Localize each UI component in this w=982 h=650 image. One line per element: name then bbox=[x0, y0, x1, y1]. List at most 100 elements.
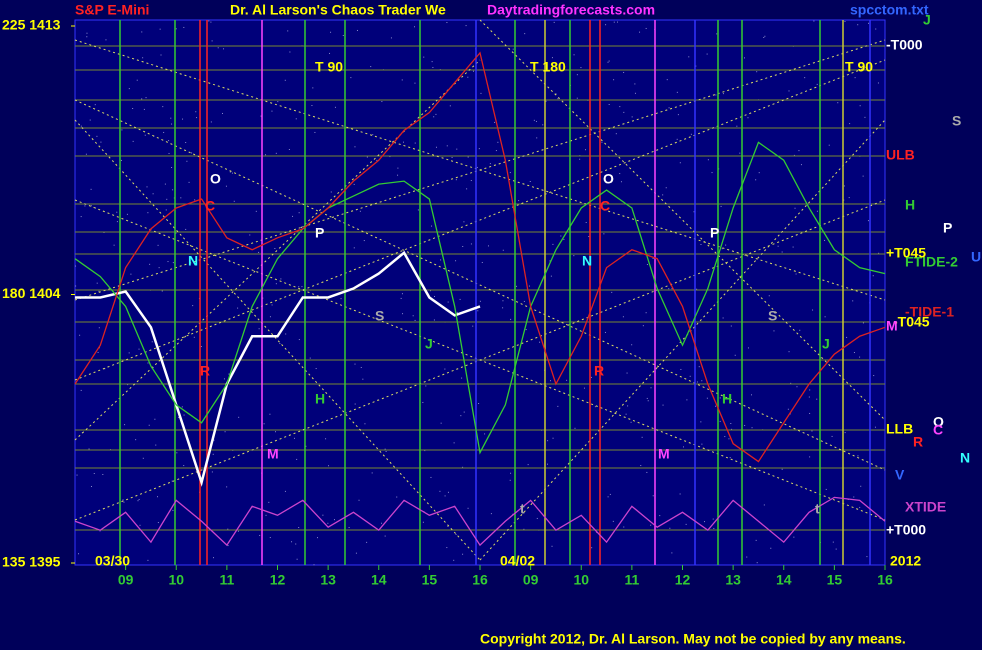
star bbox=[854, 77, 856, 79]
star bbox=[195, 111, 197, 113]
star bbox=[98, 290, 100, 292]
star bbox=[816, 210, 818, 212]
star bbox=[555, 93, 557, 95]
star bbox=[340, 298, 342, 300]
star bbox=[539, 341, 541, 343]
star bbox=[446, 145, 448, 147]
star bbox=[461, 377, 463, 379]
star bbox=[255, 210, 257, 212]
star bbox=[725, 244, 727, 246]
star bbox=[787, 408, 789, 410]
star bbox=[440, 422, 442, 424]
star bbox=[495, 150, 497, 152]
star bbox=[809, 389, 811, 391]
star bbox=[533, 119, 535, 121]
star bbox=[172, 262, 174, 264]
star bbox=[626, 372, 628, 374]
star bbox=[509, 172, 511, 174]
star bbox=[781, 468, 783, 470]
star bbox=[175, 28, 177, 30]
star bbox=[666, 79, 668, 81]
star bbox=[576, 97, 578, 99]
star bbox=[824, 239, 826, 241]
star bbox=[288, 149, 290, 151]
star bbox=[155, 444, 157, 446]
star bbox=[615, 133, 617, 135]
star bbox=[360, 366, 362, 368]
star bbox=[676, 138, 678, 140]
star bbox=[627, 405, 629, 407]
star bbox=[356, 29, 358, 31]
star bbox=[465, 25, 467, 27]
star bbox=[364, 423, 366, 425]
star bbox=[516, 285, 518, 287]
star bbox=[734, 354, 736, 356]
star bbox=[298, 286, 300, 288]
annotation: O bbox=[603, 171, 614, 187]
star bbox=[358, 499, 360, 501]
star bbox=[617, 21, 619, 23]
star bbox=[137, 500, 139, 502]
star bbox=[659, 515, 661, 517]
star bbox=[510, 318, 512, 320]
level-label: -T000 bbox=[886, 37, 923, 53]
star bbox=[433, 319, 435, 321]
star bbox=[755, 539, 757, 541]
star bbox=[573, 54, 575, 56]
star bbox=[148, 424, 150, 426]
star bbox=[751, 394, 753, 396]
star bbox=[193, 336, 195, 338]
star bbox=[604, 331, 606, 333]
star bbox=[609, 493, 611, 495]
star bbox=[844, 21, 846, 23]
star bbox=[456, 311, 458, 313]
annotation: J bbox=[822, 336, 830, 352]
star bbox=[671, 288, 673, 290]
star bbox=[490, 513, 492, 515]
star bbox=[194, 199, 196, 201]
star bbox=[424, 450, 426, 452]
star bbox=[165, 209, 167, 211]
star bbox=[159, 28, 161, 30]
star bbox=[668, 288, 670, 290]
x-tick-label: 14 bbox=[776, 572, 792, 588]
star bbox=[701, 443, 703, 445]
star bbox=[716, 33, 718, 35]
star bbox=[553, 21, 555, 23]
star bbox=[700, 421, 702, 423]
star bbox=[719, 397, 721, 399]
star bbox=[76, 474, 78, 476]
star bbox=[820, 357, 822, 359]
star bbox=[701, 380, 703, 382]
star bbox=[588, 236, 590, 238]
star bbox=[213, 439, 215, 441]
annotation: O bbox=[210, 171, 221, 187]
star bbox=[366, 156, 368, 158]
star bbox=[693, 211, 695, 213]
star bbox=[211, 471, 213, 473]
star bbox=[132, 108, 134, 110]
star bbox=[873, 375, 875, 377]
star bbox=[305, 445, 307, 447]
star bbox=[773, 330, 775, 332]
star bbox=[867, 220, 869, 222]
star bbox=[353, 183, 355, 185]
star bbox=[790, 382, 792, 384]
star bbox=[721, 248, 723, 250]
x-tick-label: 15 bbox=[827, 572, 843, 588]
star bbox=[607, 61, 609, 63]
star bbox=[138, 348, 140, 350]
series-line bbox=[74, 141, 886, 455]
star bbox=[157, 244, 159, 246]
star bbox=[98, 327, 100, 329]
star bbox=[706, 53, 708, 55]
star bbox=[226, 486, 228, 488]
star bbox=[162, 106, 164, 108]
star bbox=[291, 541, 293, 543]
star bbox=[275, 152, 277, 154]
star bbox=[95, 207, 97, 209]
star bbox=[227, 545, 229, 547]
star bbox=[706, 397, 708, 399]
annotation: R bbox=[200, 363, 210, 379]
star bbox=[296, 558, 298, 560]
